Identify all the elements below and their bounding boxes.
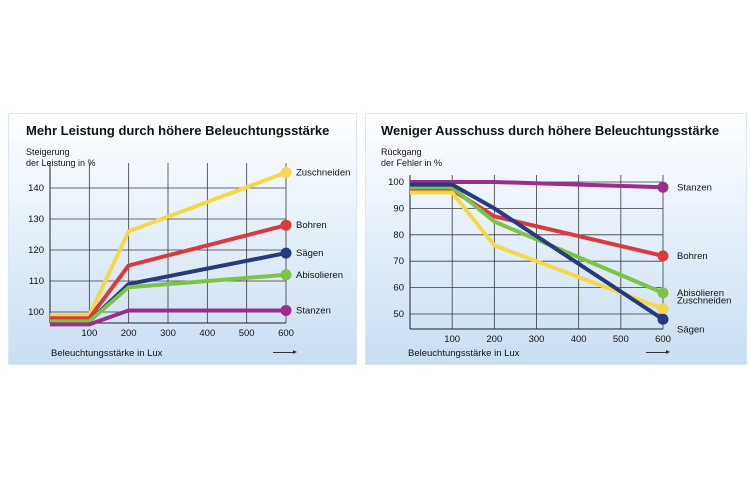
series-end-marker [657,287,669,299]
series-line [410,180,664,190]
y-tick-label: 90 [393,203,404,214]
x-tick-label: 600 [278,328,294,339]
chart-1: 100 200 300 400 500 600 100 110 120 130 140 Zuschne… [28,163,350,339]
y-axis-label-line2: der Fehler in % [381,158,443,168]
y-axis-label-line2: der Leistung in % [26,158,96,168]
y-tick-label: 70 [393,256,404,267]
series-end-marker [280,167,292,178]
x-tick-label: 300 [160,328,176,339]
series-line [410,182,665,321]
series-end-marker [280,219,292,231]
series-label: Bohren [296,220,327,231]
series-line [50,308,286,327]
series-label: Abisolieren [677,288,724,299]
series-end-marker [280,269,292,281]
series-label: Sägen [296,248,323,259]
y-tick-label: 120 [28,245,44,256]
y-axis-label-line1: Steigerung [26,147,70,157]
x-tick-label: 500 [613,334,629,345]
x-tick-label: 100 [81,328,97,339]
y-tick-label: 130 [28,214,44,225]
series-end-marker [657,181,669,193]
series-end-marker [657,250,669,262]
chart-panel-rejects: Weniger Ausschuss durch höhere Beleuchtu… [365,113,747,365]
y-tick-label: 80 [393,230,404,241]
series-label: Zuschneiden [296,168,350,179]
x-tick-label: 600 [655,334,671,345]
series-label: Stanzen [677,182,712,193]
series-end-marker [280,247,292,259]
chart-title: Mehr Leistung durch höhere Beleuchtungss… [26,123,330,138]
x-axis-label: Beleuchtungsstärke in Lux [408,348,520,359]
x-tick-label: 200 [486,334,502,345]
x-tick-label: 100 [444,334,460,345]
y-tick-label: 140 [28,183,44,194]
series-label: Zuschneiden [677,296,731,307]
x-axis-arrow [273,350,297,354]
y-tick-label: 50 [393,309,404,320]
x-tick-label: 200 [121,328,137,339]
x-tick-label: 500 [239,328,255,339]
series-line [50,223,287,321]
x-axis-label: Beleuchtungsstärke in Lux [51,348,163,359]
y-tick-label: 100 [388,177,404,188]
series-line [410,190,664,311]
series-end-marker [657,303,669,315]
series-end-marker [280,304,292,316]
series-label: Bohren [677,251,708,262]
y-tick-label: 100 [28,307,44,318]
chart-title: Weniger Ausschuss durch höhere Beleuchtu… [381,123,720,138]
y-axis-label: Rückgang der Fehler in % [381,147,442,169]
y-tick-label: 60 [393,283,404,294]
series-line [410,185,664,295]
y-tick-label: 110 [29,276,44,287]
x-tick-label: 300 [529,334,545,345]
y-axis-label-line1: Rückgang [381,147,422,157]
series-end-marker [657,313,669,325]
y-axis-label: Steigerung der Leistung in % [26,147,96,169]
series-label: Sägen [677,324,704,335]
chart-2: 100 200 300 400 500 600 50 60 70 80 90 100 Stanzen Bo… [388,175,731,345]
x-tick-label: 400 [199,328,215,339]
x-axis-arrow [646,350,670,354]
series-label: Stanzen [296,305,331,316]
series-label: Abisolieren [296,270,343,281]
x-tick-label: 400 [571,334,587,345]
series-line [50,170,287,318]
series-line [50,272,287,324]
